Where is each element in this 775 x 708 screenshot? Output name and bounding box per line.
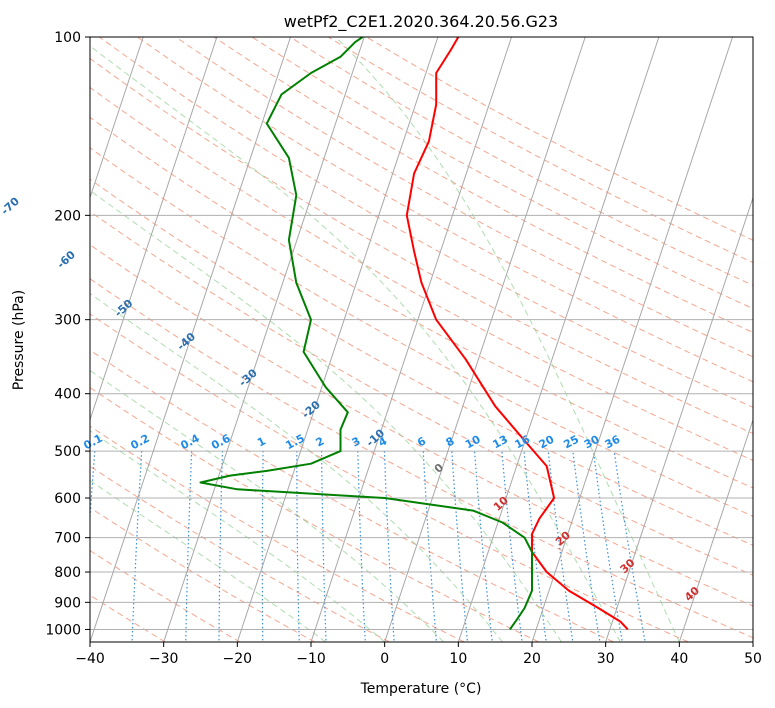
x-tick-label: 20 [523,651,541,667]
dry-adiabat-line [90,116,753,489]
x-tick-label: −10 [296,651,326,667]
moist-adiabat-line [90,430,386,642]
dry-adiabat-line [90,210,753,576]
isotherm-line [90,37,218,422]
mixing-ratio-line [613,451,646,642]
axis-ticks: −40 −30 −20 −10 0 10 20 30 40 50 100 200 300 400 500 60… [45,30,762,667]
y-tick-label: 400 [54,387,81,403]
mixing-ratio-line [296,451,300,642]
moist-adiabat-line [90,369,444,642]
dry-adiabat-line [90,147,753,517]
x-tick-label: −30 [149,651,179,667]
dry-adiabat-line [90,549,241,642]
temperature-profile-line [405,37,629,631]
isotherm-line [236,37,439,642]
mixing-ratio-line [185,451,193,642]
y-tick-label: 1000 [45,622,81,638]
mixing-ratio-label: 36 [603,433,623,452]
isotherm-line [90,37,292,642]
isotherm-line [384,37,586,642]
isotherm-line [457,37,660,642]
x-tick-label: 0 [380,651,389,667]
dry-adiabat-line [90,86,753,461]
dry-adiabat-line [90,178,753,546]
dewpoint-profile-line [199,37,533,630]
x-tick-label: 30 [597,651,615,667]
mixing-ratio-line [218,451,224,642]
x-tick-label: 10 [449,651,467,667]
y-tick-label: 600 [54,491,81,507]
dry-adiabat-line [90,425,465,642]
dry-adiabat-line [251,37,753,310]
mixing-ratio-line [357,451,366,642]
x-tick-label: 40 [670,651,688,667]
x-tick-label: −40 [75,651,105,667]
mixing-ratio-label: 10 [463,433,483,452]
moist-adiabat-line [90,45,621,642]
profile-series [199,37,629,631]
moist-adiabat-line [90,480,326,642]
mixing-ratio-label: 25 [561,433,581,452]
dry-adiabat-line [90,506,315,642]
mixing-ratio-line [261,451,264,642]
mixing-ratio-line [572,451,601,642]
dry-adiabat-line [90,387,540,642]
x-tick-label: −20 [223,651,253,667]
x-tick-label: 50 [744,651,762,667]
dry-adiabat-line [175,37,753,358]
y-tick-label: 700 [54,531,81,547]
moist-adiabat-line [335,37,680,642]
y-tick-label: 100 [54,30,81,46]
isotherm-line [605,195,753,642]
dry-adiabat-line [137,37,753,383]
isotherm-line [90,37,144,200]
isotherm-line [531,37,734,642]
isotherm-line [163,37,365,642]
y-tick-label: 500 [54,444,81,460]
isotherm-line [310,37,513,642]
mixing-ratio-label: 20 [537,433,557,452]
plot-frame [89,36,754,643]
mixing-ratio-label: 13 [490,433,510,452]
y-tick-label: 300 [54,313,81,329]
dry-adiabat-line [90,349,614,642]
dry-adiabat-line [90,244,753,607]
mixing-ratio-label: 30 [582,433,602,452]
moist-adiabat-line [90,292,503,642]
isotherm-line [678,418,753,642]
moist-adiabat-line [90,189,562,642]
y-tick-label: 800 [54,565,81,581]
dry-adiabat-line [289,37,753,286]
y-tick-label: 200 [54,208,81,224]
grid-lines [90,37,753,642]
x-axis-label: Temperature (°C) [360,681,482,697]
y-tick-label: 900 [54,595,81,611]
mixing-ratio-label: 16 [513,433,533,452]
y-axis-label: Pressure (hPa) [11,290,27,390]
dry-adiabat-line [90,313,689,642]
chart-title: wetPf2_C2E1.2020.364.20.56.G23 [284,12,558,32]
